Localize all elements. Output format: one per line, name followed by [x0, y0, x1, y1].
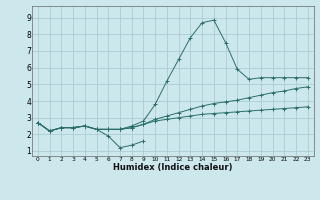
X-axis label: Humidex (Indice chaleur): Humidex (Indice chaleur)	[113, 163, 233, 172]
